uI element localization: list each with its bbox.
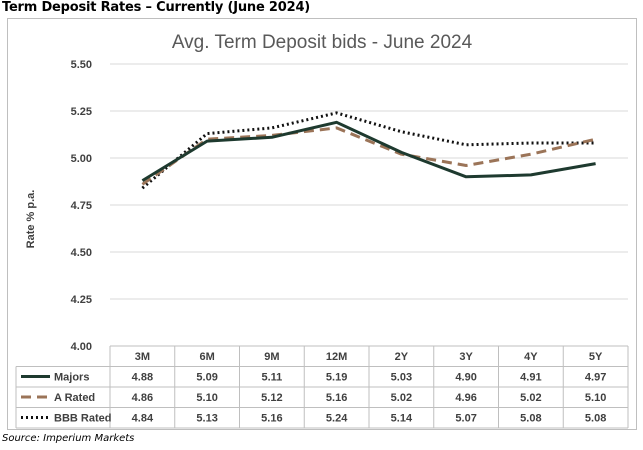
data-label: 4.91 <box>520 372 541 384</box>
chart-title: Avg. Term Deposit bids - June 2024 <box>172 32 473 53</box>
source-note: Source: Imperium Markets <box>2 433 135 444</box>
data-table: 3M 6M 9M 12M 2Y 3Y 4Y 5Y Majors 4.88 5.09 5.11 5.19 5… <box>15 345 629 429</box>
y-tick-label: 4.00 <box>71 341 92 353</box>
data-label: 5.16 <box>261 413 282 425</box>
data-label: 4.97 <box>585 372 606 384</box>
data-label: 5.07 <box>455 413 476 425</box>
chart-container: Avg. Term Deposit bids - June 2024 Rate … <box>7 18 637 430</box>
x-tick-label: 3Y <box>459 351 473 363</box>
data-label: 5.02 <box>520 392 541 404</box>
x-tick-label: 3M <box>135 351 150 363</box>
data-label: 5.08 <box>585 413 606 425</box>
data-label: 4.88 <box>132 372 153 384</box>
data-label: 4.90 <box>455 372 476 384</box>
y-tick-labels: 4.00 4.25 4.50 4.75 5.00 5.25 5.50 <box>71 59 92 353</box>
data-label: 5.14 <box>391 413 413 425</box>
y-tick-label: 4.75 <box>71 200 92 212</box>
y-tick-label: 5.50 <box>71 59 92 71</box>
data-label: 5.02 <box>391 392 412 404</box>
data-label: 5.19 <box>326 372 347 384</box>
x-tick-label: 2Y <box>395 351 409 363</box>
x-tick-label: 12M <box>326 351 347 363</box>
data-label: 4.96 <box>455 392 476 404</box>
data-label: 4.86 <box>132 392 153 404</box>
data-label: 5.12 <box>261 392 282 404</box>
data-label: 5.16 <box>326 392 347 404</box>
legend-label: Majors <box>54 372 89 384</box>
page-heading: Term Deposit Rates – Currently (June 202… <box>2 0 311 15</box>
data-label: 5.10 <box>196 392 217 404</box>
data-label: 5.08 <box>520 413 541 425</box>
line-chart: Avg. Term Deposit bids - June 2024 Rate … <box>15 32 629 429</box>
legend-label: A Rated <box>54 392 95 404</box>
y-tick-label: 5.25 <box>71 106 92 118</box>
series-line-bbb-rated <box>141 111 596 190</box>
legend-label: BBB Rated <box>54 413 111 425</box>
y-tick-label: 5.00 <box>71 153 92 165</box>
y-tick-label: 4.25 <box>71 294 92 306</box>
series-lines <box>141 111 596 190</box>
data-label: 5.24 <box>326 413 348 425</box>
data-label: 4.84 <box>132 413 154 425</box>
data-label: 5.03 <box>391 372 412 384</box>
x-tick-label: 4Y <box>524 351 538 363</box>
data-label: 5.10 <box>585 392 606 404</box>
data-label: 5.11 <box>261 372 282 384</box>
series-line-majors <box>141 120 596 182</box>
gridlines <box>110 63 628 347</box>
data-label: 5.13 <box>196 413 217 425</box>
y-tick-label: 4.50 <box>71 247 92 259</box>
data-label: 5.09 <box>196 372 217 384</box>
x-tick-label: 9M <box>264 351 279 363</box>
x-tick-label: 5Y <box>589 351 603 363</box>
series-line-a-rated <box>141 126 596 186</box>
x-tick-label: 6M <box>199 351 214 363</box>
y-axis-label: Rate % p.a. <box>25 190 37 249</box>
